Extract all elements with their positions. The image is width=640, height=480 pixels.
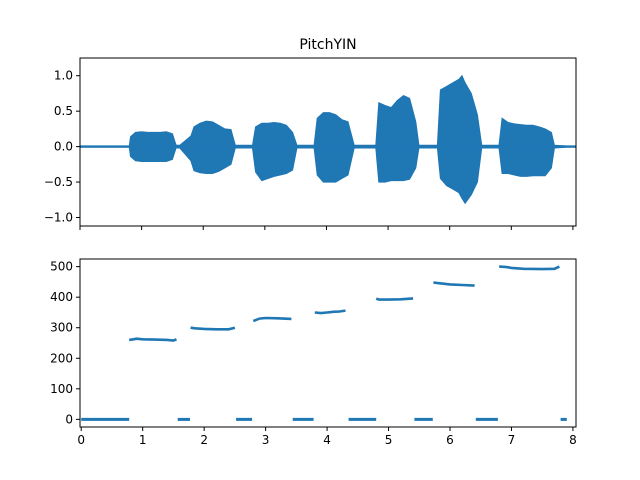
y-tick-label: 400 <box>50 290 73 304</box>
y-tick-label: 200 <box>50 351 73 365</box>
y-tick-label: 100 <box>50 382 73 396</box>
waveform-subplot: −1.0 −0.5 0.0 0.5 1.0 <box>44 57 577 230</box>
y-tick-label: 0.5 <box>54 104 73 118</box>
pitch-segment <box>433 281 475 287</box>
x-tick-label: 2 <box>200 433 208 447</box>
y-tick-label: 1.0 <box>54 69 73 83</box>
waveform-y-axis: −1.0 −0.5 0.0 0.5 1.0 <box>44 69 80 224</box>
waveform-axes-frame <box>79 57 577 227</box>
pitch-plot-area <box>81 265 567 421</box>
x-tick-label: 3 <box>262 433 270 447</box>
chart-title: PitchYIN <box>299 37 356 53</box>
x-tick-label: 7 <box>508 433 516 447</box>
y-tick-label: 300 <box>50 321 73 335</box>
pitch-subplot: 0 1 2 3 4 5 6 7 8 0 100 200 300 400 500 <box>50 258 577 447</box>
pitch-segment <box>499 265 560 271</box>
y-tick-label: −1.0 <box>44 210 73 224</box>
x-tick-label: 4 <box>323 433 331 447</box>
y-tick-label: −0.5 <box>44 175 73 189</box>
x-tick-label: 6 <box>446 433 454 447</box>
y-tick-label: 0 <box>65 412 73 426</box>
y-tick-label: 500 <box>50 260 73 274</box>
pitch-segment <box>252 316 292 323</box>
x-tick-label: 1 <box>139 433 147 447</box>
x-tick-label: 8 <box>569 433 577 447</box>
y-tick-label: 0.0 <box>54 140 73 154</box>
pitch-segment <box>314 309 346 315</box>
x-tick-label: 0 <box>77 433 85 447</box>
waveform-x-axis <box>79 226 574 230</box>
x-tick-label: 5 <box>385 433 393 447</box>
pitch-segment <box>129 337 178 342</box>
pitch-y-axis: 0 100 200 300 400 500 <box>50 260 80 426</box>
pitch-segment <box>190 326 236 331</box>
pitch-axes-frame <box>79 258 577 428</box>
pitch-segment <box>375 297 414 301</box>
pitch-x-axis: 0 1 2 3 4 5 6 7 8 <box>77 427 577 447</box>
